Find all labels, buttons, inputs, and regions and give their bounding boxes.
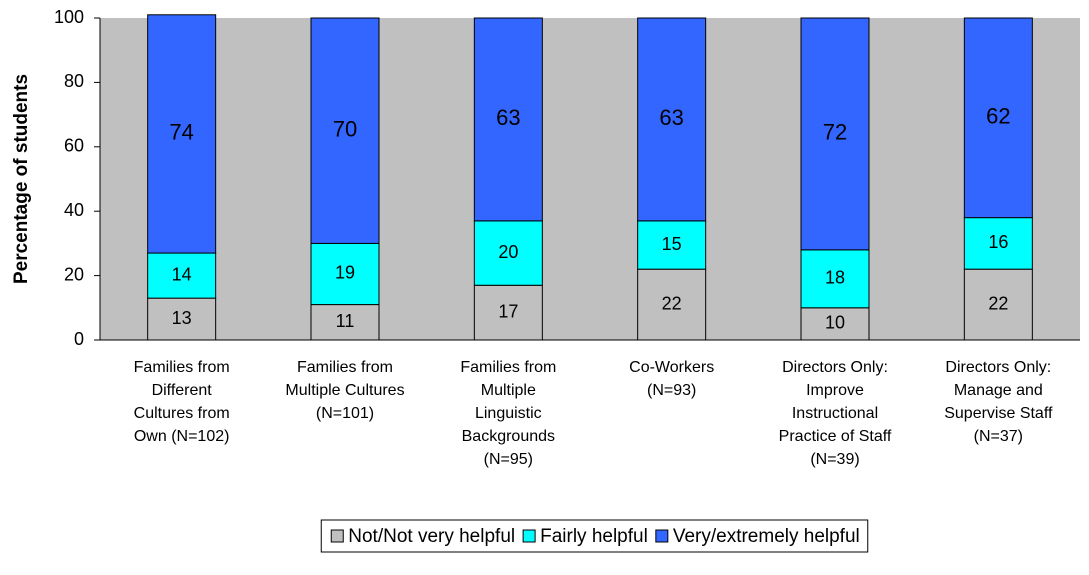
legend-swatch bbox=[330, 529, 344, 543]
value-label: 63 bbox=[496, 105, 520, 130]
value-label: 19 bbox=[335, 263, 355, 283]
value-label: 11 bbox=[336, 311, 355, 331]
legend-swatch bbox=[655, 529, 669, 543]
bar-segment bbox=[147, 297, 217, 341]
x-tick-label: Families from Multiple Cultures (N=101) bbox=[285, 359, 404, 422]
plot-area bbox=[100, 18, 1080, 340]
bar-segment bbox=[473, 17, 543, 222]
value-label: 72 bbox=[823, 120, 847, 145]
bar-segment bbox=[310, 242, 380, 306]
legend-label: Fairly helpful bbox=[540, 526, 648, 547]
y-tick-label: 20 bbox=[64, 264, 84, 284]
x-tick-label: Families from Different Cultures from Own (… bbox=[134, 359, 230, 445]
bar-segment bbox=[147, 252, 217, 299]
bar-segment bbox=[147, 14, 217, 254]
value-label: 70 bbox=[333, 117, 357, 142]
value-label: 20 bbox=[498, 242, 518, 262]
value-label: 18 bbox=[825, 268, 845, 288]
bar-segment bbox=[800, 307, 870, 341]
legend-label: Very/extremely helpful bbox=[673, 526, 860, 547]
y-tick-label: 0 bbox=[74, 329, 84, 349]
bar-segment bbox=[963, 17, 1033, 219]
value-label: 14 bbox=[172, 264, 192, 284]
bar-segment bbox=[800, 17, 870, 251]
x-tick-label: Co-Workers (N=93) bbox=[629, 359, 714, 399]
bar-segment bbox=[637, 220, 707, 270]
bar-segment bbox=[473, 220, 543, 286]
y-axis-label: Percentage of students bbox=[11, 74, 32, 284]
legend-swatch bbox=[522, 529, 536, 543]
value-label: 74 bbox=[169, 120, 193, 145]
value-label: 10 bbox=[825, 313, 845, 333]
value-label: 15 bbox=[662, 234, 682, 254]
value-label: 62 bbox=[986, 104, 1010, 129]
legend-label: Not/Not very helpful bbox=[348, 526, 515, 547]
bar-segment bbox=[310, 17, 380, 244]
y-tick-label: 60 bbox=[64, 136, 84, 156]
x-tick-label: Directors Only: Manage and Supervise Staff… bbox=[944, 359, 1053, 445]
value-label: 22 bbox=[662, 293, 682, 313]
value-label: 22 bbox=[988, 293, 1008, 313]
x-tick-label: Families from Multiple Linguistic Backgroun… bbox=[460, 359, 556, 468]
bar-segment bbox=[637, 17, 707, 222]
value-label: 13 bbox=[172, 308, 192, 328]
legend: Not/Not very helpful Fairly helpful Very/e… bbox=[320, 519, 869, 553]
legend-box bbox=[320, 519, 869, 553]
y-tick-label: 100 bbox=[54, 7, 84, 27]
value-label: 17 bbox=[498, 301, 518, 321]
y-tick-label: 80 bbox=[64, 71, 84, 91]
y-tick-label: 40 bbox=[64, 200, 84, 220]
bar-segment bbox=[637, 268, 707, 341]
value-label: 63 bbox=[659, 105, 683, 130]
bar-segment bbox=[963, 217, 1033, 270]
x-tick-label: Directors Only: Improve Instructional Pract… bbox=[779, 359, 892, 468]
value-label: 16 bbox=[988, 232, 1008, 252]
